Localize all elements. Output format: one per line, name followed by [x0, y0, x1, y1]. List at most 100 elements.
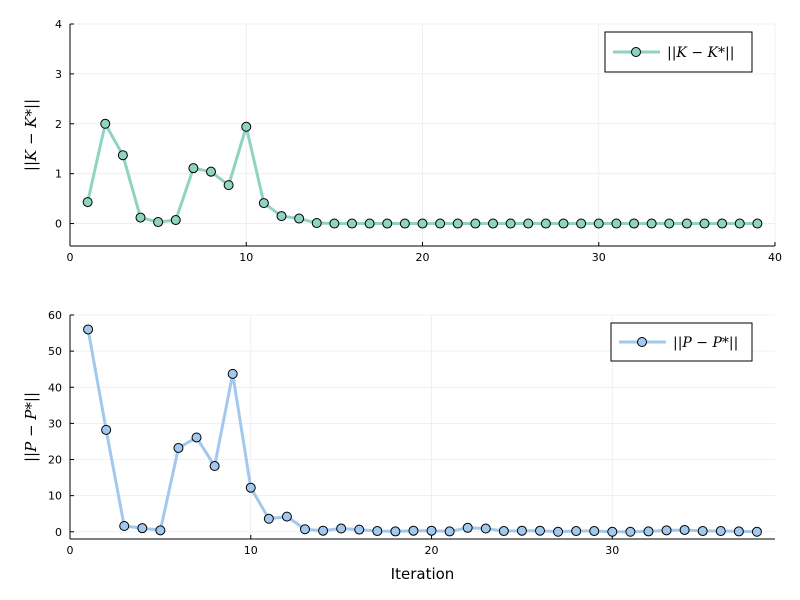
data-point — [311, 218, 322, 229]
data-point — [209, 461, 220, 472]
data-point — [300, 524, 310, 535]
x-tick-label: 30 — [605, 544, 619, 557]
data-point — [206, 166, 216, 177]
data-point — [426, 525, 437, 536]
legend: ||P − P*|| — [610, 322, 753, 362]
data-point — [227, 368, 238, 379]
data-point — [101, 424, 112, 435]
data-point — [382, 218, 393, 229]
data-point — [488, 218, 498, 229]
y-tick-label: 0 — [55, 218, 62, 231]
data-point — [593, 218, 604, 229]
data-point — [173, 442, 184, 453]
data-point — [576, 218, 587, 229]
data-point — [336, 523, 347, 534]
data-point — [717, 218, 728, 229]
y-tick-label: 50 — [48, 345, 62, 358]
data-point — [625, 526, 636, 537]
data-point — [629, 218, 639, 229]
data-point — [462, 522, 473, 533]
data-point — [540, 218, 551, 229]
y-tick-label: 20 — [48, 454, 62, 467]
data-point — [390, 526, 401, 537]
x-tick-label: 30 — [592, 251, 606, 264]
data-point — [119, 520, 130, 531]
y-tick-label: 3 — [55, 68, 62, 81]
data-point — [607, 526, 618, 537]
data-point — [699, 218, 710, 229]
data-point — [535, 525, 545, 536]
data-point — [276, 211, 287, 222]
data-point — [170, 215, 181, 226]
data-point — [611, 218, 622, 229]
data-point — [82, 197, 93, 208]
data-point — [523, 218, 534, 229]
data-point — [444, 526, 455, 537]
legend-marker — [631, 47, 641, 57]
data-point — [470, 218, 481, 229]
data-point — [354, 524, 365, 535]
data-point — [258, 198, 269, 209]
y-tick-label: 10 — [48, 490, 62, 503]
data-point — [155, 525, 166, 536]
data-point — [241, 121, 252, 132]
data-point — [661, 525, 672, 536]
data-point — [223, 180, 234, 191]
data-point — [715, 526, 726, 537]
data-point — [329, 218, 340, 229]
data-point — [191, 432, 202, 443]
data-point — [263, 513, 274, 524]
data-point — [752, 218, 763, 229]
data-point — [681, 218, 692, 229]
y-tick-label: 4 — [55, 18, 62, 31]
data-point — [318, 525, 329, 536]
x-tick-label: 40 — [768, 251, 782, 264]
x-tick-label: 20 — [416, 251, 430, 264]
data-point — [734, 218, 745, 229]
data-point — [435, 218, 446, 229]
data-point — [480, 523, 491, 534]
x-tick-label: 0 — [67, 544, 74, 557]
y-tick-label: 30 — [48, 417, 62, 430]
data-point — [589, 526, 600, 537]
data-point — [245, 482, 256, 493]
data-point — [281, 511, 292, 522]
data-point — [417, 218, 428, 229]
y-tick-label: 2 — [55, 118, 62, 131]
legend-label: ||P − P*|| — [673, 335, 738, 351]
x-tick-label: 0 — [67, 251, 74, 264]
data-point — [100, 118, 111, 129]
x-axis-title: Iteration — [391, 565, 455, 583]
y-tick-label: 0 — [55, 526, 62, 539]
x-tick-label: 20 — [425, 544, 439, 557]
data-point — [364, 218, 375, 229]
y-axis-title: ||K − K*|| — [22, 99, 40, 171]
data-point — [679, 524, 690, 535]
data-point — [408, 525, 419, 536]
data-point — [452, 218, 463, 229]
data-point — [697, 526, 708, 537]
chart-panel-2: 0 10 20 30 0 10 20 30 40 50 60 ||P − P*|| Iteration |… — [22, 309, 775, 583]
data-point — [553, 526, 564, 537]
data-point — [83, 324, 94, 335]
data-point — [372, 526, 383, 537]
legend: ||K − K*|| — [604, 31, 753, 73]
data-point — [733, 526, 744, 537]
data-point — [643, 526, 654, 537]
data-point — [498, 526, 509, 537]
data-point — [516, 525, 527, 536]
data-point — [137, 523, 148, 534]
x-tick-label: 10 — [239, 251, 253, 264]
x-tick-label: 10 — [244, 544, 258, 557]
legend-label: ||K − K*|| — [667, 45, 734, 61]
data-point — [117, 150, 128, 161]
y-tick-label: 1 — [55, 168, 62, 181]
legend-marker — [637, 337, 647, 347]
data-point — [135, 212, 146, 223]
y-axis-title: ||P − P*|| — [22, 392, 40, 462]
data-point — [505, 218, 516, 229]
data-point — [664, 218, 675, 229]
y-tick-label: 60 — [48, 309, 62, 322]
data-point — [571, 526, 582, 537]
data-point — [294, 213, 305, 224]
